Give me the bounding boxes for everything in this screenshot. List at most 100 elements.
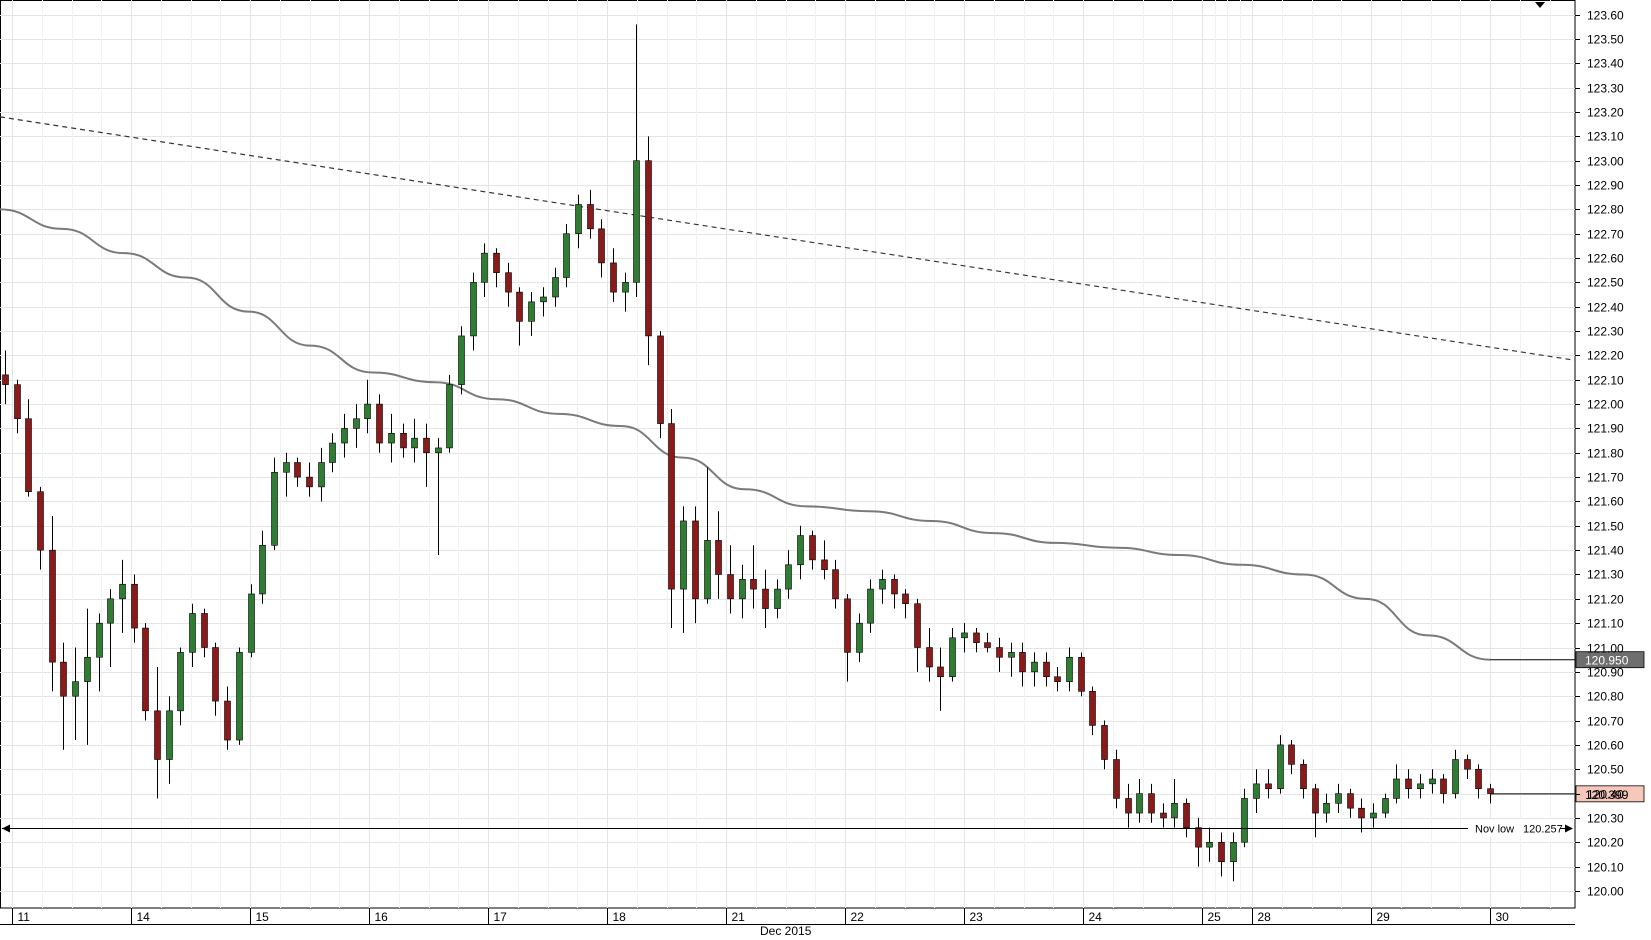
candle-up [704, 540, 711, 600]
candle-down [1019, 652, 1026, 673]
candle-down [1288, 744, 1295, 765]
candle-up [1230, 841, 1237, 863]
y-tick-label: 121.40 [1587, 544, 1624, 558]
candle-down [1160, 812, 1167, 819]
candle-down [598, 228, 605, 264]
candle-up [341, 428, 348, 444]
candle-down [645, 160, 652, 337]
moving-average-label: 120.950 [1585, 654, 1629, 668]
candle-up [1429, 778, 1436, 785]
candle-up [248, 593, 255, 653]
candle-up [435, 447, 442, 454]
candle-up [622, 282, 629, 293]
candle-down [1358, 807, 1365, 819]
candle-up [119, 583, 126, 600]
candle-up [364, 403, 371, 420]
candle-up [867, 588, 874, 624]
nov-low-arrow-left [2, 824, 10, 833]
candle-down [1125, 798, 1132, 814]
x-axis-title: Dec 2015 [760, 924, 812, 935]
x-tick-label: 17 [494, 910, 508, 924]
level-lines: 120.950 120.399 Nov low 120.257 [2, 651, 1645, 837]
y-tick-label: 120.80 [1587, 690, 1624, 704]
x-tick-label: 29 [1377, 910, 1391, 924]
grid [0, 0, 1576, 909]
y-tick-label: 121.60 [1587, 495, 1624, 509]
candle-down [1300, 764, 1307, 790]
current-price-label: 120.399 [1585, 788, 1629, 802]
candle-down [750, 579, 757, 590]
candle-down [493, 252, 500, 273]
candle-down [294, 462, 301, 478]
candle-up [540, 296, 547, 303]
candle-up [879, 579, 886, 590]
x-tick-label: 24 [1089, 910, 1103, 924]
candle-up [1452, 759, 1459, 794]
x-tick-label: 15 [256, 910, 270, 924]
candle-up [107, 598, 114, 624]
candle-up [1206, 841, 1213, 848]
candle-up [329, 442, 336, 463]
candle-up [1066, 656, 1073, 682]
candle-down [984, 642, 991, 648]
candle-up [1335, 793, 1342, 804]
candle-down [1101, 725, 1108, 760]
candle-down [821, 559, 828, 570]
candle-up [84, 656, 91, 682]
scroll-marker-icon [1535, 2, 1545, 8]
y-tick-label: 120.10 [1587, 861, 1624, 875]
candle-up [481, 252, 488, 283]
candle-down [1089, 691, 1096, 726]
y-tick-label: 121.10 [1587, 617, 1624, 631]
candle-down [973, 632, 980, 643]
candle-up [1031, 661, 1038, 673]
candle-down [14, 384, 21, 420]
candle-down [1078, 656, 1085, 692]
candle-down [1312, 788, 1319, 814]
x-tick-label: 23 [970, 910, 984, 924]
nov-low-label: Nov low [1475, 824, 1514, 836]
y-tick-label: 120.30 [1587, 812, 1624, 826]
trendline-layer [0, 116, 1576, 361]
y-tick-label: 123.30 [1587, 82, 1624, 96]
candle-up [283, 462, 290, 473]
candle-down [844, 598, 851, 653]
candle-up [1277, 744, 1284, 790]
candle-down [1043, 661, 1050, 678]
moving-average-badge [1575, 651, 1645, 669]
candle-down [891, 579, 898, 595]
candle-up [259, 544, 266, 595]
y-tick-label: 121.20 [1587, 593, 1624, 607]
candle-up [739, 579, 746, 600]
candle-up [1393, 778, 1400, 799]
candle-down [516, 291, 523, 322]
y-tick-label: 122.00 [1587, 398, 1624, 412]
candle-down [1347, 793, 1354, 809]
y-tick-label: 123.60 [1587, 9, 1624, 23]
y-tick-label: 121.80 [1587, 447, 1624, 461]
y-tick-label: 122.90 [1587, 179, 1624, 193]
x-tick-label: 18 [613, 910, 627, 924]
candle-up [177, 652, 184, 712]
candle-down [131, 583, 138, 629]
candle-down [201, 613, 208, 648]
candle-down [1475, 768, 1482, 790]
candle-up [96, 622, 103, 658]
y-tick-label: 123.20 [1587, 106, 1624, 120]
candle-up [563, 233, 570, 278]
candle-down [1195, 827, 1202, 848]
candle-up [528, 301, 535, 322]
candle-down [668, 423, 675, 590]
y-tick-label: 122.30 [1587, 325, 1624, 339]
candle-down [715, 540, 722, 575]
x-tick-label: 16 [375, 910, 389, 924]
y-tick-label: 121.50 [1587, 520, 1624, 534]
candle-up [318, 462, 325, 488]
x-tick-label: 11 [18, 910, 31, 924]
candle-up [446, 384, 453, 449]
candle-down [996, 647, 1003, 658]
candle-up [1008, 652, 1015, 658]
candle-down [657, 335, 664, 424]
candles [2, 24, 1494, 882]
